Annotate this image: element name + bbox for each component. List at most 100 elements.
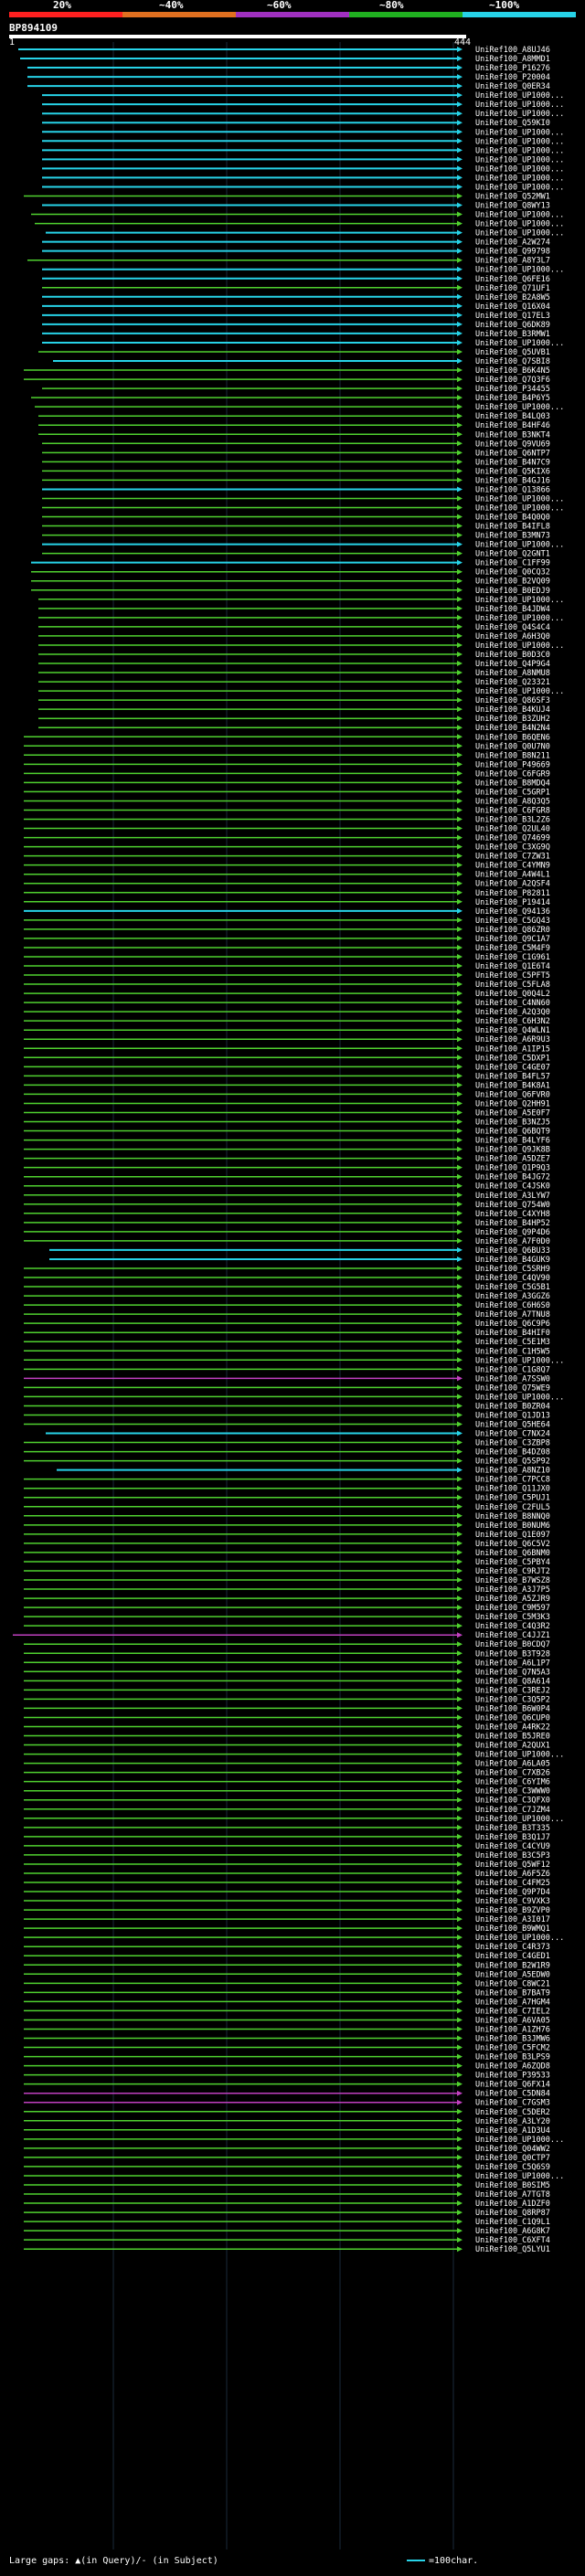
hit-label[interactable]: UniRef100_C2FUL5 <box>475 1503 550 1512</box>
hit-row[interactable]: UniRef100_P49669 <box>24 760 550 769</box>
hit-label[interactable]: UniRef100_Q0ER34 <box>475 82 550 91</box>
hit-label[interactable]: UniRef100_P19414 <box>475 898 550 907</box>
hit-row[interactable]: UniRef100_C5PFT5 <box>24 971 550 981</box>
hit-row[interactable]: UniRef100_B4Q0Q0 <box>42 514 550 523</box>
hit-row[interactable]: UniRef100_Q5LYU1 <box>24 2245 550 2254</box>
hit-row[interactable]: UniRef100_B4N7C9 <box>42 458 550 467</box>
hit-label[interactable]: UniRef100_C7PCC8 <box>475 1476 550 1485</box>
hit-row[interactable]: UniRef100_UP1000... <box>46 229 564 239</box>
hit-label[interactable]: UniRef100_C1H5W5 <box>475 1347 550 1356</box>
hit-label[interactable]: UniRef100_C7NX24 <box>475 1430 550 1439</box>
hit-row[interactable]: UniRef100_A5E0F7 <box>24 1108 550 1118</box>
hit-row[interactable]: UniRef100_A7F0D0 <box>24 1237 550 1246</box>
hit-label[interactable]: UniRef100_Q16X04 <box>475 302 550 312</box>
hit-label[interactable]: UniRef100_A3J7P5 <box>475 1585 550 1595</box>
hit-label[interactable]: UniRef100_C9M597 <box>475 1604 550 1613</box>
hit-label[interactable]: UniRef100_C5DXP1 <box>475 1054 550 1063</box>
hit-label[interactable]: UniRef100_C3QFX0 <box>475 1797 550 1806</box>
hit-label[interactable]: UniRef100_A2Q3Q0 <box>475 1008 550 1017</box>
hit-label[interactable]: UniRef100_P49669 <box>475 760 550 769</box>
hit-label[interactable]: UniRef100_P82811 <box>475 889 550 898</box>
hit-row[interactable]: UniRef100_A7HGM4 <box>24 1998 550 2007</box>
hit-label[interactable]: UniRef100_Q59KI0 <box>475 119 550 128</box>
hit-label[interactable]: UniRef100_C5PUJ1 <box>475 1494 550 1503</box>
hit-row[interactable]: UniRef100_UP1000... <box>42 155 564 164</box>
hit-label[interactable]: UniRef100_UP1000... <box>475 183 564 192</box>
hit-label[interactable]: UniRef100_C1G961 <box>475 953 550 962</box>
hit-row[interactable]: UniRef100_UP1000... <box>38 614 564 623</box>
hit-label[interactable]: UniRef100_C7JZM4 <box>475 1806 550 1815</box>
hit-row[interactable]: UniRef100_B8N211 <box>24 751 550 760</box>
hit-label[interactable]: UniRef100_C3REJ2 <box>475 1686 550 1695</box>
hit-row[interactable]: UniRef100_UP1000... <box>24 1393 564 1402</box>
hit-row[interactable]: UniRef100_Q6CUP0 <box>24 1713 550 1723</box>
hit-row[interactable]: UniRef100_C5DER2 <box>24 2108 550 2117</box>
hit-label[interactable]: UniRef100_UP1000... <box>475 146 564 155</box>
hit-row[interactable]: UniRef100_B3T928 <box>24 1649 550 1659</box>
hit-row[interactable]: UniRef100_B4LQ03 <box>38 412 550 421</box>
hit-row[interactable]: UniRef100_Q71UF1 <box>42 284 550 293</box>
hit-row[interactable]: UniRef100_C1FF99 <box>31 559 550 568</box>
hit-row[interactable]: UniRef100_Q0U7N0 <box>24 742 550 751</box>
hit-label[interactable]: UniRef100_A7SSW0 <box>475 1374 550 1383</box>
hit-row[interactable]: UniRef100_A1IP15 <box>24 1044 550 1054</box>
hit-label[interactable]: UniRef100_UP1000... <box>475 91 564 101</box>
hit-label[interactable]: UniRef100_Q0CQ32 <box>475 568 550 578</box>
hit-row[interactable]: UniRef100_C6YIM6 <box>24 1778 550 1787</box>
hit-row[interactable]: UniRef100_C4CYU9 <box>24 1842 550 1851</box>
hit-row[interactable]: UniRef100_C7JZM4 <box>24 1806 550 1815</box>
hit-row[interactable]: UniRef100_A2QUX1 <box>24 1742 550 1751</box>
hit-row[interactable]: UniRef100_A3I017 <box>24 1915 550 1924</box>
hit-row[interactable]: UniRef100_A7TGT8 <box>24 2190 550 2200</box>
hit-row[interactable]: UniRef100_Q0CTP7 <box>24 2154 550 2163</box>
hit-label[interactable]: UniRef100_B6W0P4 <box>475 1704 550 1713</box>
hit-row[interactable]: UniRef100_B3L2Z6 <box>24 816 550 825</box>
hit-label[interactable]: UniRef100_C3XG9Q <box>475 843 550 853</box>
hit-row[interactable]: UniRef100_B5JRE0 <box>24 1733 550 1742</box>
hit-row[interactable]: UniRef100_Q7N5A3 <box>24 1668 550 1677</box>
hit-row[interactable]: UniRef100_C4JSK0 <box>24 1182 550 1192</box>
hit-row[interactable]: UniRef100_C5PUJ1 <box>24 1494 550 1503</box>
hit-label[interactable]: UniRef100_C6FGR8 <box>475 806 550 815</box>
hit-row[interactable]: UniRef100_Q6FVR0 <box>24 1090 550 1099</box>
hit-row[interactable]: UniRef100_B4JG72 <box>24 1173 550 1182</box>
hit-label[interactable]: UniRef100_B4HF46 <box>475 421 550 430</box>
hit-row[interactable]: UniRef100_C4Q3R2 <box>24 1622 550 1631</box>
hit-row[interactable]: UniRef100_C4YMN9 <box>24 862 550 871</box>
hit-label[interactable]: UniRef100_UP1000... <box>475 110 564 119</box>
hit-row[interactable]: UniRef100_UP1000... <box>42 91 564 101</box>
hit-label[interactable]: UniRef100_B3ZUH2 <box>475 715 550 724</box>
hit-row[interactable]: UniRef100_C5Q6S9 <box>24 2163 550 2172</box>
hit-row[interactable]: UniRef100_Q6NTP7 <box>42 449 550 458</box>
hit-row[interactable]: UniRef100_Q6FE16 <box>42 275 550 284</box>
hit-row[interactable]: UniRef100_C6FGR8 <box>24 806 550 815</box>
hit-row[interactable]: UniRef100_B4GUK9 <box>49 1256 550 1265</box>
hit-label[interactable]: UniRef100_C4QV90 <box>475 1274 550 1283</box>
hit-label[interactable]: UniRef100_Q4P9G4 <box>475 660 550 669</box>
hit-label[interactable]: UniRef100_A7F0D0 <box>475 1237 550 1246</box>
hit-row[interactable]: UniRef100_Q52MW1 <box>24 192 550 201</box>
hit-label[interactable]: UniRef100_B3T335 <box>475 1824 550 1833</box>
hit-label[interactable]: UniRef100_C4R373 <box>475 1943 550 1952</box>
hit-row[interactable]: UniRef100_B8MDQ4 <box>24 779 550 788</box>
hit-row[interactable]: UniRef100_Q0Q4L2 <box>24 990 550 999</box>
hit-label[interactable]: UniRef100_C5Q6S9 <box>475 2163 550 2172</box>
hit-row[interactable]: UniRef100_C5M4F9 <box>24 944 550 953</box>
hit-row[interactable]: UniRef100_UP1000... <box>35 220 564 229</box>
hit-row[interactable]: UniRef100_B4LYF6 <box>24 1137 550 1146</box>
hit-label[interactable]: UniRef100_UP1000... <box>475 229 564 239</box>
hit-row[interactable]: UniRef100_C3QFX0 <box>24 1797 550 1806</box>
hit-label[interactable]: UniRef100_B2A8W5 <box>475 293 550 302</box>
hit-row[interactable]: UniRef100_B3MN73 <box>42 532 550 541</box>
hit-row[interactable]: UniRef100_P39533 <box>24 2072 550 2081</box>
hit-label[interactable]: UniRef100_B4N2N4 <box>475 724 550 733</box>
hit-label[interactable]: UniRef100_Q0U7N0 <box>475 742 550 751</box>
hit-label[interactable]: UniRef100_A8Y3L7 <box>475 257 550 266</box>
hit-row[interactable]: UniRef100_C6FGR9 <box>24 769 550 779</box>
hit-row[interactable]: UniRef100_UP1000... <box>42 128 564 137</box>
hit-label[interactable]: UniRef100_Q86ZR0 <box>475 926 550 935</box>
hit-row[interactable]: UniRef100_C4JJZ1 <box>13 1631 550 1640</box>
hit-label[interactable]: UniRef100_A4W4L1 <box>475 871 550 880</box>
hit-label[interactable]: UniRef100_Q754W0 <box>475 1201 550 1210</box>
hit-row[interactable]: UniRef100_Q23321 <box>38 678 550 687</box>
